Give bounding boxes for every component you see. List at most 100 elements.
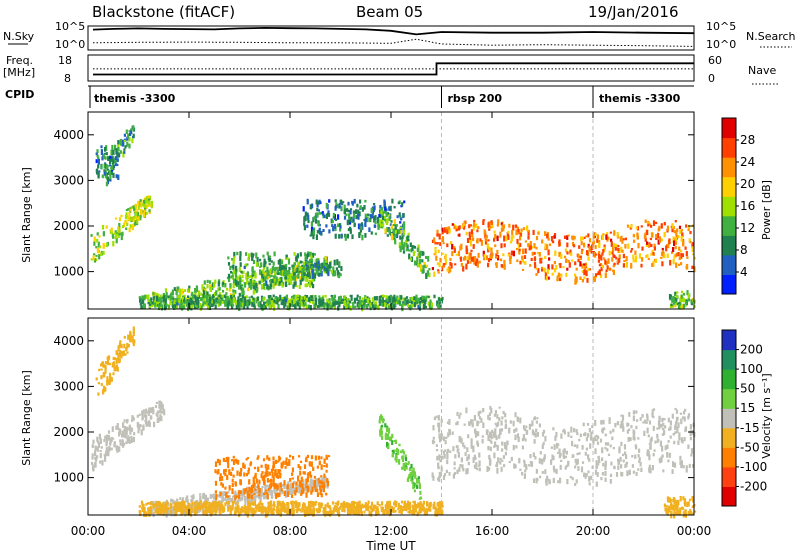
cell-6-433 bbox=[220, 297, 224, 302]
cell-9-110 bbox=[487, 258, 491, 263]
cell-6-405 bbox=[459, 412, 462, 416]
cell-4-134 bbox=[310, 280, 313, 285]
cell-6-207 bbox=[540, 458, 543, 465]
cell-6-654 bbox=[139, 302, 142, 306]
cell-2-325 bbox=[304, 488, 307, 492]
cell-4-358 bbox=[422, 500, 425, 505]
cell-6-288 bbox=[304, 302, 307, 306]
cell-3-156 bbox=[314, 485, 317, 489]
cell-4-670 bbox=[357, 511, 360, 516]
cell-4-355 bbox=[346, 509, 350, 515]
cell-7-198 bbox=[318, 199, 321, 204]
cell-4-98 bbox=[374, 505, 377, 509]
cell-3-323 bbox=[262, 269, 265, 275]
cell-9-373 bbox=[594, 244, 597, 249]
cell-3-342 bbox=[204, 288, 207, 291]
cell-4-91 bbox=[381, 501, 384, 506]
cell-6-589 bbox=[224, 300, 228, 305]
cell-3-319 bbox=[283, 273, 286, 277]
cell-3-47 bbox=[218, 459, 221, 466]
cell-9-611 bbox=[558, 239, 561, 244]
cell-4-172 bbox=[304, 283, 307, 288]
cell-6-690 bbox=[338, 301, 341, 308]
cell-9-178 bbox=[466, 256, 469, 262]
cell-0-172 bbox=[149, 416, 152, 420]
cell-4-132 bbox=[247, 258, 250, 261]
cell-9-152 bbox=[592, 251, 595, 257]
cell-4-454 bbox=[186, 506, 190, 510]
cell-0-33 bbox=[93, 236, 96, 242]
cell-4-682 bbox=[407, 501, 410, 505]
cell-0-140 bbox=[125, 209, 128, 212]
nsky-tick-bottom: 10^0 bbox=[55, 38, 85, 51]
cell-5-98 bbox=[380, 431, 383, 435]
cell-4-440 bbox=[400, 510, 403, 515]
cell-2-156 bbox=[223, 491, 226, 497]
cell-6-344 bbox=[283, 296, 286, 302]
cell-0-51 bbox=[95, 458, 98, 462]
cell-2-51 bbox=[273, 486, 276, 492]
cell-9-357 bbox=[516, 238, 519, 244]
cell-6-715 bbox=[218, 294, 221, 298]
cell-9-623 bbox=[523, 255, 527, 259]
cell-4-687 bbox=[262, 506, 265, 510]
cell-8-92 bbox=[419, 263, 422, 268]
cell-1-29 bbox=[104, 386, 107, 392]
cell-1-47 bbox=[105, 172, 108, 176]
cell-0-68 bbox=[134, 204, 137, 211]
cell-0-83 bbox=[109, 441, 112, 446]
cell-2-391 bbox=[281, 490, 284, 495]
cell-0-117 bbox=[140, 208, 143, 214]
cell-6-392 bbox=[512, 444, 515, 451]
nave-tick-bottom: 0 bbox=[708, 72, 715, 85]
cell-9-553 bbox=[602, 249, 605, 253]
cell-6-282 bbox=[664, 425, 667, 429]
cell-7-110 bbox=[371, 210, 374, 215]
cell-2-28 bbox=[253, 496, 256, 501]
cell-6-181 bbox=[525, 466, 528, 470]
cell-9-502 bbox=[507, 253, 510, 257]
cell-4-303 bbox=[290, 500, 293, 504]
cpid-segments: themis -3300 rbsp 200 themis -3300 bbox=[89, 86, 681, 108]
cell-8-1 bbox=[381, 218, 384, 222]
cell-3-246 bbox=[285, 457, 288, 461]
cell-3-119 bbox=[239, 490, 242, 495]
cell-9-458 bbox=[580, 250, 583, 255]
cell-6-513 bbox=[219, 300, 222, 306]
cell-4-411 bbox=[423, 507, 426, 512]
cell-0-72 bbox=[103, 244, 106, 247]
cell-6-109 bbox=[679, 460, 682, 465]
cell-6-482 bbox=[143, 303, 146, 309]
cell-4-162 bbox=[233, 256, 236, 262]
cell-2-363 bbox=[290, 489, 293, 493]
cell-9-277 bbox=[647, 257, 650, 261]
cell-9-22 bbox=[649, 237, 652, 241]
cell-6-177 bbox=[661, 445, 664, 452]
cell-6-112 bbox=[508, 461, 511, 464]
cell-4-467 bbox=[318, 508, 321, 513]
cell-6-360 bbox=[476, 422, 479, 426]
cell-6-302 bbox=[157, 301, 160, 304]
cell-2-318 bbox=[209, 494, 212, 499]
cell-1-75 bbox=[118, 358, 121, 363]
nsky-tick-top: 10^5 bbox=[55, 20, 85, 33]
cell-9-561 bbox=[502, 253, 505, 257]
cell-4-20 bbox=[262, 254, 265, 258]
cell-6-544 bbox=[374, 301, 377, 305]
cell-4-436 bbox=[207, 505, 211, 509]
cell-6-427 bbox=[517, 436, 520, 443]
cell-6-598 bbox=[397, 299, 400, 305]
cell-9-113 bbox=[534, 264, 537, 269]
cell-6-402 bbox=[467, 454, 470, 460]
cell-3-233 bbox=[311, 486, 314, 493]
cell-4-552 bbox=[284, 505, 287, 510]
cell-0-116 bbox=[142, 212, 146, 217]
cell-3-275 bbox=[200, 292, 203, 296]
cell-4-507 bbox=[308, 507, 311, 514]
cell-6-46 bbox=[656, 433, 659, 439]
cell-9-415 bbox=[638, 253, 642, 259]
cell-4-524 bbox=[366, 503, 369, 509]
cell-6-430 bbox=[171, 296, 175, 300]
cell-9-590 bbox=[579, 255, 582, 258]
cell-5-24 bbox=[306, 260, 309, 265]
